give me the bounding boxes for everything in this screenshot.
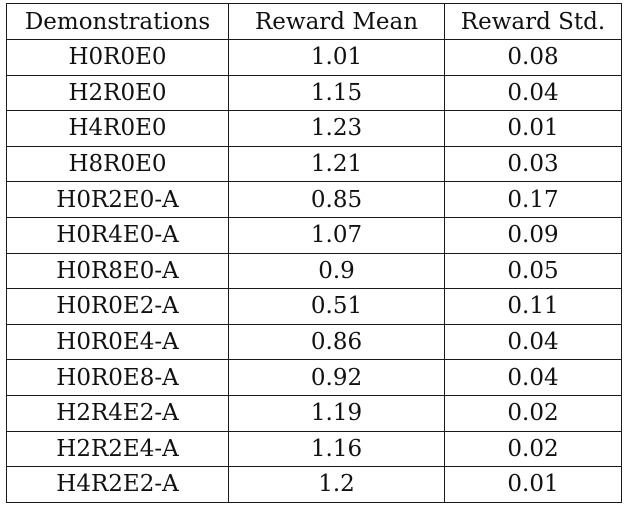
reward-std-cell: 0.04: [444, 323, 622, 361]
reward-mean-cell: 1.15: [228, 74, 445, 112]
demonstration-cell: H0R2E0-A: [6, 181, 229, 218]
table-row: H0R0E0 1.01 0.08: [6, 39, 622, 76]
reward-mean-cell: 1.07: [228, 216, 445, 254]
reward-std-cell: 0.11: [444, 288, 622, 325]
table-row: H0R8E0-A 0.9 0.05: [6, 252, 622, 290]
reward-std-cell: 0.17: [444, 181, 622, 218]
demonstration-cell: H8R0E0: [6, 145, 229, 183]
table-row: H2R4E2-A 1.19 0.02: [6, 394, 622, 432]
table-row: H0R0E8-A 0.92 0.04: [6, 359, 622, 396]
table-row: H8R0E0 1.21 0.03: [6, 145, 622, 183]
reward-std-cell: 0.03: [444, 145, 622, 183]
reward-mean-cell: 0.9: [228, 252, 445, 290]
reward-mean-cell: 1.01: [228, 39, 445, 76]
table-row: H0R0E4-A 0.86 0.04: [6, 323, 622, 361]
reward-std-cell: 0.02: [444, 394, 622, 432]
header-demonstrations: Demonstrations: [6, 3, 229, 40]
reward-mean-cell: 0.86: [228, 323, 445, 361]
table-row: H2R2E4-A 1.16 0.02: [6, 430, 622, 468]
table-row: H0R4E0-A 1.07 0.09: [6, 216, 622, 254]
reward-std-cell: 0.04: [444, 74, 622, 112]
demonstration-cell: H0R8E0-A: [6, 252, 229, 290]
demonstration-cell: H0R0E8-A: [6, 359, 229, 396]
header-reward-mean: Reward Mean: [228, 3, 445, 40]
reward-std-cell: 0.04: [444, 359, 622, 396]
reward-mean-cell: 0.51: [228, 288, 445, 325]
reward-mean-cell: 0.92: [228, 359, 445, 396]
reward-std-cell: 0.05: [444, 252, 622, 290]
demonstration-cell: H4R2E2-A: [6, 466, 229, 503]
demonstration-cell: H2R4E2-A: [6, 394, 229, 432]
results-table-container: Demonstrations Reward Mean Reward Std. H…: [6, 3, 622, 503]
results-table: Demonstrations Reward Mean Reward Std. H…: [6, 3, 622, 503]
table-row: H4R0E0 1.23 0.01: [6, 110, 622, 147]
header-reward-std: Reward Std.: [444, 3, 622, 40]
table-row: H2R0E0 1.15 0.04: [6, 74, 622, 112]
reward-mean-cell: 1.16: [228, 430, 445, 468]
demonstration-cell: H0R4E0-A: [6, 216, 229, 254]
table-row: H0R0E2-A 0.51 0.11: [6, 288, 622, 325]
table-body: H0R0E0 1.01 0.08 H2R0E0 1.15 0.04 H4R0E0 1.23 0.…: [6, 39, 622, 503]
demonstration-cell: H0R0E4-A: [6, 323, 229, 361]
demonstration-cell: H4R0E0: [6, 110, 229, 147]
table-row: H0R2E0-A 0.85 0.17: [6, 181, 622, 218]
demonstration-cell: H2R0E0: [6, 74, 229, 112]
header-row: Demonstrations Reward Mean Reward Std.: [6, 3, 622, 40]
reward-mean-cell: 1.21: [228, 145, 445, 183]
demonstration-cell: H0R0E0: [6, 39, 229, 76]
demonstration-cell: H2R2E4-A: [6, 430, 229, 468]
reward-std-cell: 0.01: [444, 466, 622, 503]
reward-std-cell: 0.08: [444, 39, 622, 76]
reward-mean-cell: 1.19: [228, 394, 445, 432]
reward-std-cell: 0.02: [444, 430, 622, 468]
table-row: H4R2E2-A 1.2 0.01: [6, 466, 622, 503]
reward-mean-cell: 1.23: [228, 110, 445, 147]
reward-std-cell: 0.09: [444, 216, 622, 254]
reward-mean-cell: 1.2: [228, 466, 445, 503]
demonstration-cell: H0R0E2-A: [6, 288, 229, 325]
reward-std-cell: 0.01: [444, 110, 622, 147]
reward-mean-cell: 0.85: [228, 181, 445, 218]
